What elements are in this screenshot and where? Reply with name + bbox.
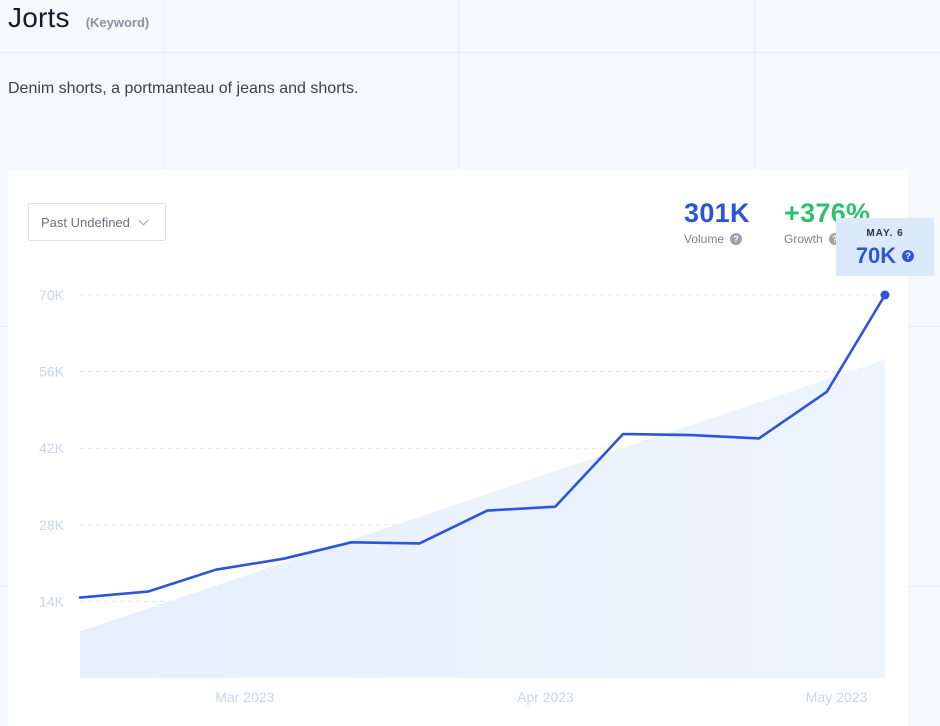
y-tick-label: 70K <box>39 287 65 303</box>
y-tick-label: 28K <box>39 517 65 533</box>
series-line <box>78 293 887 599</box>
x-tick-label: May 2023 <box>806 689 868 705</box>
volume-stat: 301K Volume ? <box>684 198 750 246</box>
page-header: Jorts (Keyword) <box>8 2 149 34</box>
data-point <box>880 290 890 300</box>
time-range-dropdown[interactable]: Past Undefined <box>28 203 166 241</box>
y-tick-label: 56K <box>39 364 65 380</box>
x-tick-label: Apr 2023 <box>517 689 574 705</box>
time-range-value: Past Undefined <box>41 214 130 230</box>
volume-value: 301K <box>684 198 750 228</box>
tooltip-date: MAY. 6 <box>866 228 904 239</box>
growth-label: Growth <box>784 232 823 246</box>
trend-area <box>80 359 885 678</box>
y-tick-label: 42K <box>39 440 65 456</box>
y-tick-label: 14K <box>39 593 65 609</box>
hover-tooltip: MAY. 6 70K ? <box>836 218 934 276</box>
keyword-tag: (Keyword) <box>85 15 150 30</box>
x-tick-label: Mar 2023 <box>215 689 274 705</box>
page-description: Denim shorts, a portmanteau of jeans and… <box>8 80 359 97</box>
volume-label: Volume <box>684 232 725 246</box>
help-icon[interactable]: ? <box>902 250 915 262</box>
tooltip-value: 70K <box>855 243 897 268</box>
help-icon[interactable]: ? <box>730 233 743 245</box>
page-title: Jorts <box>8 2 70 33</box>
